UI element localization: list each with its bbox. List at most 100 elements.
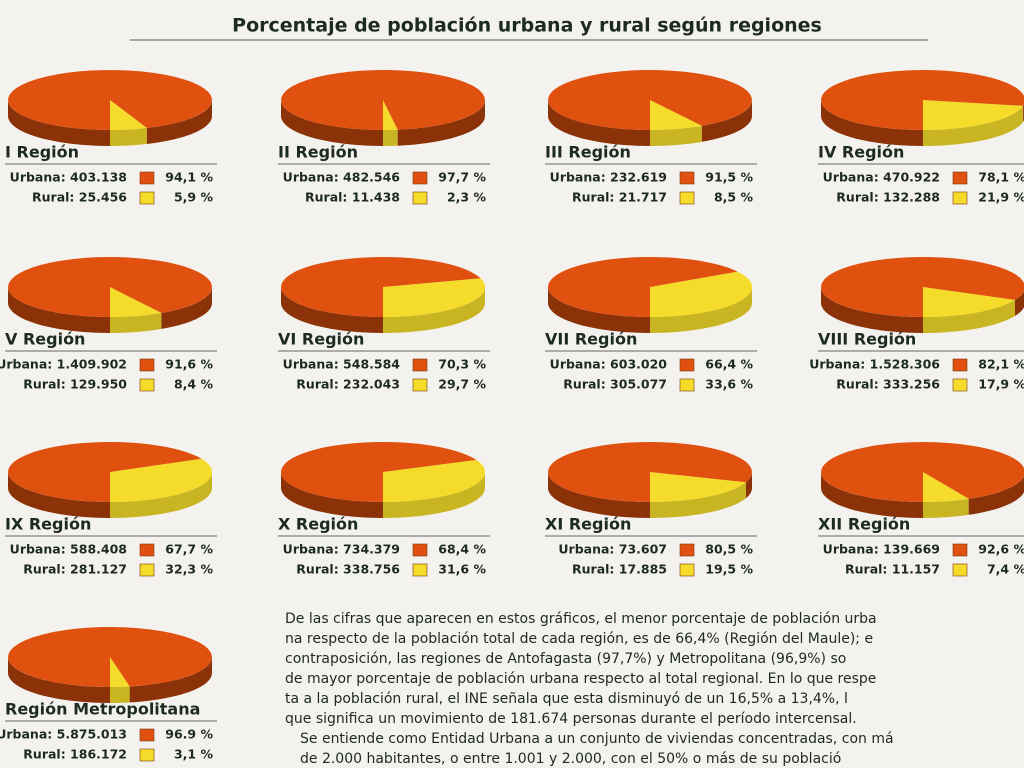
legend-swatch [412, 378, 428, 392]
legend-label: Urbana: 548.584 [283, 357, 401, 372]
legend-swatch [952, 563, 968, 577]
pie-slice [110, 287, 162, 317]
pie-rim [968, 476, 1024, 515]
pie-slice [110, 657, 130, 687]
legend-label: Rural: 25.456 [32, 190, 127, 205]
value-label: 33,6 % [705, 377, 753, 392]
legend-swatch [679, 358, 695, 372]
chart-title: IX Región [5, 515, 91, 534]
value-label: 19,5 % [705, 562, 753, 577]
value-label: 3,1 % [174, 747, 213, 762]
chart-title: XI Región [545, 515, 631, 534]
value-label: 8,4 % [174, 377, 213, 392]
pie-slice [548, 442, 752, 502]
value-label: 31,6 % [438, 562, 486, 577]
legend-swatch [412, 563, 428, 577]
pie-rim [548, 100, 650, 146]
pie-rim [110, 128, 147, 146]
pie-rim [8, 287, 110, 333]
pie-rim [110, 312, 162, 333]
pie-slice [8, 70, 212, 130]
legend-label: Rural: 132.288 [836, 190, 940, 205]
pie-rim [746, 472, 752, 499]
legend-swatch [952, 358, 968, 372]
chart-title: VIII Región [818, 330, 916, 349]
pie-slice [110, 458, 212, 502]
pie-rim [821, 472, 923, 518]
value-label: 68,4 % [438, 542, 486, 557]
pie-slice [821, 442, 1024, 502]
pie-slice [281, 70, 485, 130]
legend-swatch [952, 378, 968, 392]
pie-slice [383, 100, 398, 130]
value-label: 80,5 % [705, 542, 753, 557]
pie-rim [650, 287, 752, 333]
legend-swatch [952, 543, 968, 557]
pie-rim [821, 287, 923, 333]
pie-slice [383, 278, 485, 317]
chart-title: V Región [5, 330, 85, 349]
legend-label: Rural: 186.172 [23, 747, 127, 762]
legend-label: Urbana: 5.875.013 [0, 727, 127, 742]
page-title: Porcentaje de población urbana y rural s… [232, 15, 822, 37]
legend-swatch [139, 748, 155, 762]
legend-swatch [139, 728, 155, 742]
paragraph-line: Se entiende como Entidad Urbana a un con… [300, 731, 894, 747]
value-label: 91,6 % [165, 357, 213, 372]
pie-rim [650, 482, 746, 518]
pie-rim [923, 105, 1024, 146]
legend-label: Urbana: 603.020 [550, 357, 668, 372]
legend-swatch [139, 378, 155, 392]
pie-slice [8, 627, 212, 687]
paragraph-line: na respecto de la población total de cad… [285, 631, 873, 647]
legend-label: Rural: 338.756 [296, 562, 400, 577]
legend-label: Urbana: 1.528.306 [809, 357, 940, 372]
pie-rim [1015, 291, 1024, 316]
legend-swatch [679, 563, 695, 577]
legend-swatch [412, 171, 428, 185]
value-label: 21,9 % [978, 190, 1024, 205]
pie-slice [650, 100, 702, 130]
chart-title: III Región [545, 143, 631, 162]
legend-label: Rural: 11.157 [845, 562, 940, 577]
legend-swatch [139, 358, 155, 372]
pie-rim [548, 287, 650, 333]
value-label: 5,9 % [174, 190, 213, 205]
pie-rim [8, 100, 110, 146]
pie-rim [650, 125, 702, 146]
legend-label: Urbana: 232.619 [550, 170, 667, 185]
pie-rim [110, 686, 130, 703]
legend-swatch [139, 563, 155, 577]
legend-label: Urbana: 482.546 [283, 170, 401, 185]
value-label: 94,1 % [165, 170, 213, 185]
legend-swatch [679, 191, 695, 205]
pie-rim [147, 100, 212, 144]
paragraph-line: ta a la población rural, el INE señala q… [285, 691, 848, 707]
pie-rim [701, 100, 752, 142]
legend-label: Rural: 232.043 [296, 377, 400, 392]
legend-label: Rural: 11.438 [305, 190, 400, 205]
chart-title: IV Región [818, 143, 904, 162]
pie-rim [821, 100, 923, 146]
legend-swatch [679, 378, 695, 392]
legend-label: Urbana: 470.922 [823, 170, 940, 185]
paragraph-line: De las cifras que aparecen en estos gráf… [285, 611, 877, 627]
chart-title: X Región [278, 515, 358, 534]
value-label: 17,9 % [978, 377, 1024, 392]
legend-swatch [412, 191, 428, 205]
pie-rim [383, 287, 485, 333]
legend-label: Urbana: 1.409.902 [0, 357, 127, 372]
pie-rim [281, 472, 383, 518]
pie-slice [821, 70, 1024, 130]
pie-rim [161, 287, 212, 329]
legend-label: Urbana: 734.379 [283, 542, 400, 557]
pie-rim [923, 498, 969, 518]
legend-label: Urbana: 73.607 [558, 542, 667, 557]
paragraph-line: que significa un movimiento de 181.674 p… [285, 711, 857, 727]
pie-rim [923, 299, 1015, 333]
legend-label: Rural: 21.717 [572, 190, 667, 205]
pie-slice [8, 257, 212, 317]
value-label: 8,5 % [714, 190, 753, 205]
value-label: 70,3 % [438, 357, 486, 372]
pie-rim [397, 100, 485, 146]
